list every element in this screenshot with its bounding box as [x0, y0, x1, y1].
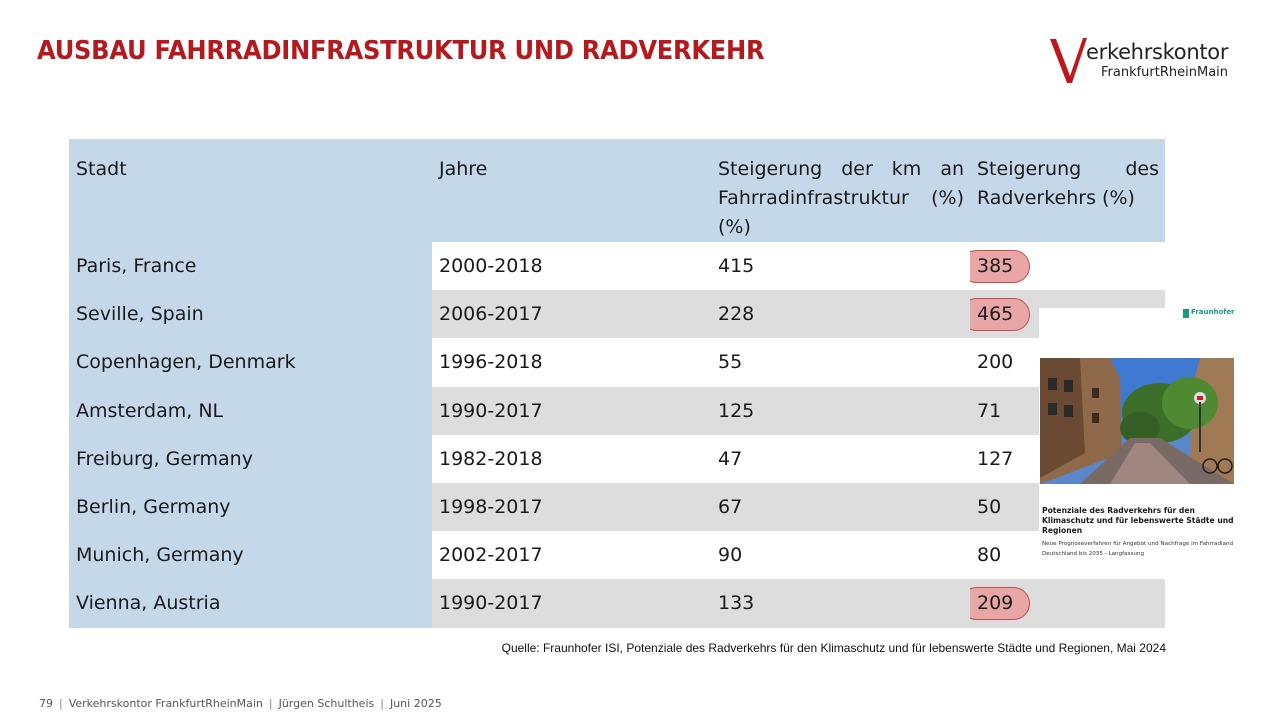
cell-years: 2000-2018 — [432, 242, 711, 291]
logo-subline: FrankfurtRheinMain — [1101, 65, 1229, 80]
header-city: Stadt — [69, 139, 432, 242]
cell-traffic-increase: 385 — [970, 242, 1165, 291]
cell-infra-increase: 47 — [711, 434, 970, 483]
cell-city: Seville, Spain — [69, 290, 432, 339]
header-years: Jahre — [432, 139, 711, 242]
cell-years: 2006-2017 — [432, 290, 711, 339]
cell-city: Freiburg, Germany — [69, 434, 432, 483]
highlighted-value: 385 — [970, 249, 1031, 283]
cell-infra-increase: 133 — [711, 579, 970, 628]
cell-years: 1996-2018 — [432, 338, 711, 387]
table-row: Copenhagen, Denmark 1996-2018 55 200 — [69, 338, 1165, 387]
logo-v-mark — [1050, 38, 1087, 83]
slide-footer: 79 | Verkehrskontor FrankfurtRheinMain | Jür… — [39, 697, 442, 710]
table-row: Berlin, Germany 1998-2017 67 50 — [69, 482, 1165, 532]
page-number: 79 — [39, 697, 53, 710]
cell-infra-increase: 90 — [711, 531, 970, 580]
table-row: Freiburg, Germany 1982-2018 47 127 — [69, 434, 1165, 483]
cell-years: 1990-2017 — [432, 386, 711, 435]
highlighted-value: 465 — [970, 297, 1031, 331]
table-header-row: Stadt Jahre Steigerung der km an Fahrrad… — [69, 139, 1165, 242]
cell-years: 2002-2017 — [432, 531, 711, 580]
cell-city: Paris, France — [69, 242, 432, 291]
logo-wordmark: erkehrskontor — [1086, 40, 1229, 64]
header-infra-increase: Steigerung der km an Fahrradinfrastruktu… — [711, 139, 970, 242]
table-row: Seville, Spain 2006-2017 228 465 — [69, 290, 1165, 339]
cell-city: Vienna, Austria — [69, 579, 432, 628]
cell-infra-increase: 228 — [711, 290, 970, 339]
cell-city: Amsterdam, NL — [69, 386, 432, 435]
cell-infra-increase: 67 — [711, 482, 970, 532]
footer-date: Juni 2025 — [389, 697, 442, 710]
fraunhofer-logo: Fraunhofer — [1183, 308, 1235, 322]
verkehrskontor-logo: erkehrskontor FrankfurtRheinMain — [1048, 36, 1248, 88]
table-row: Vienna, Austria 1990-2017 133 209 — [69, 579, 1165, 628]
report-cover-thumbnail: Fraunhofer Potenziale des Radverkehrs fü… — [1039, 308, 1235, 576]
slide-title: AUSBAU FAHRRADINFRASTRUKTUR UND RADVERKE… — [37, 36, 765, 66]
cell-years: 1982-2018 — [432, 434, 711, 483]
cell-city: Berlin, Germany — [69, 482, 432, 532]
cell-city: Copenhagen, Denmark — [69, 338, 432, 387]
table-row: Paris, France 2000-2018 415 385 — [69, 242, 1165, 291]
street-photo — [1040, 358, 1234, 484]
table-row: Munich, Germany 2002-2017 90 80 — [69, 531, 1165, 580]
cell-infra-increase: 55 — [711, 338, 970, 387]
city-comparison-table: Stadt Jahre Steigerung der km an Fahrrad… — [69, 139, 1165, 628]
cell-city: Munich, Germany — [69, 531, 432, 580]
cell-years: 1990-2017 — [432, 579, 711, 628]
report-subtitle: Neue Prognoseverfahren für Angebot und N… — [1042, 541, 1234, 557]
cell-traffic-increase: 209 — [970, 579, 1165, 628]
footer-author: Jürgen Schultheis — [278, 697, 375, 710]
source-note: Quelle: Fraunhofer ISI, Potenziale des R… — [501, 641, 1166, 655]
cell-infra-increase: 125 — [711, 386, 970, 435]
report-title: Potenziale des Radverkehrs für den Klima… — [1042, 506, 1234, 535]
cell-infra-increase: 415 — [711, 242, 970, 291]
highlighted-value: 209 — [970, 586, 1031, 620]
table-row: Amsterdam, NL 1990-2017 125 71 — [69, 386, 1165, 435]
header-traffic-increase: Steigerung des Radverkehrs (%) — [970, 139, 1165, 242]
footer-org: Verkehrskontor FrankfurtRheinMain — [68, 697, 263, 710]
cell-years: 1998-2017 — [432, 482, 711, 532]
